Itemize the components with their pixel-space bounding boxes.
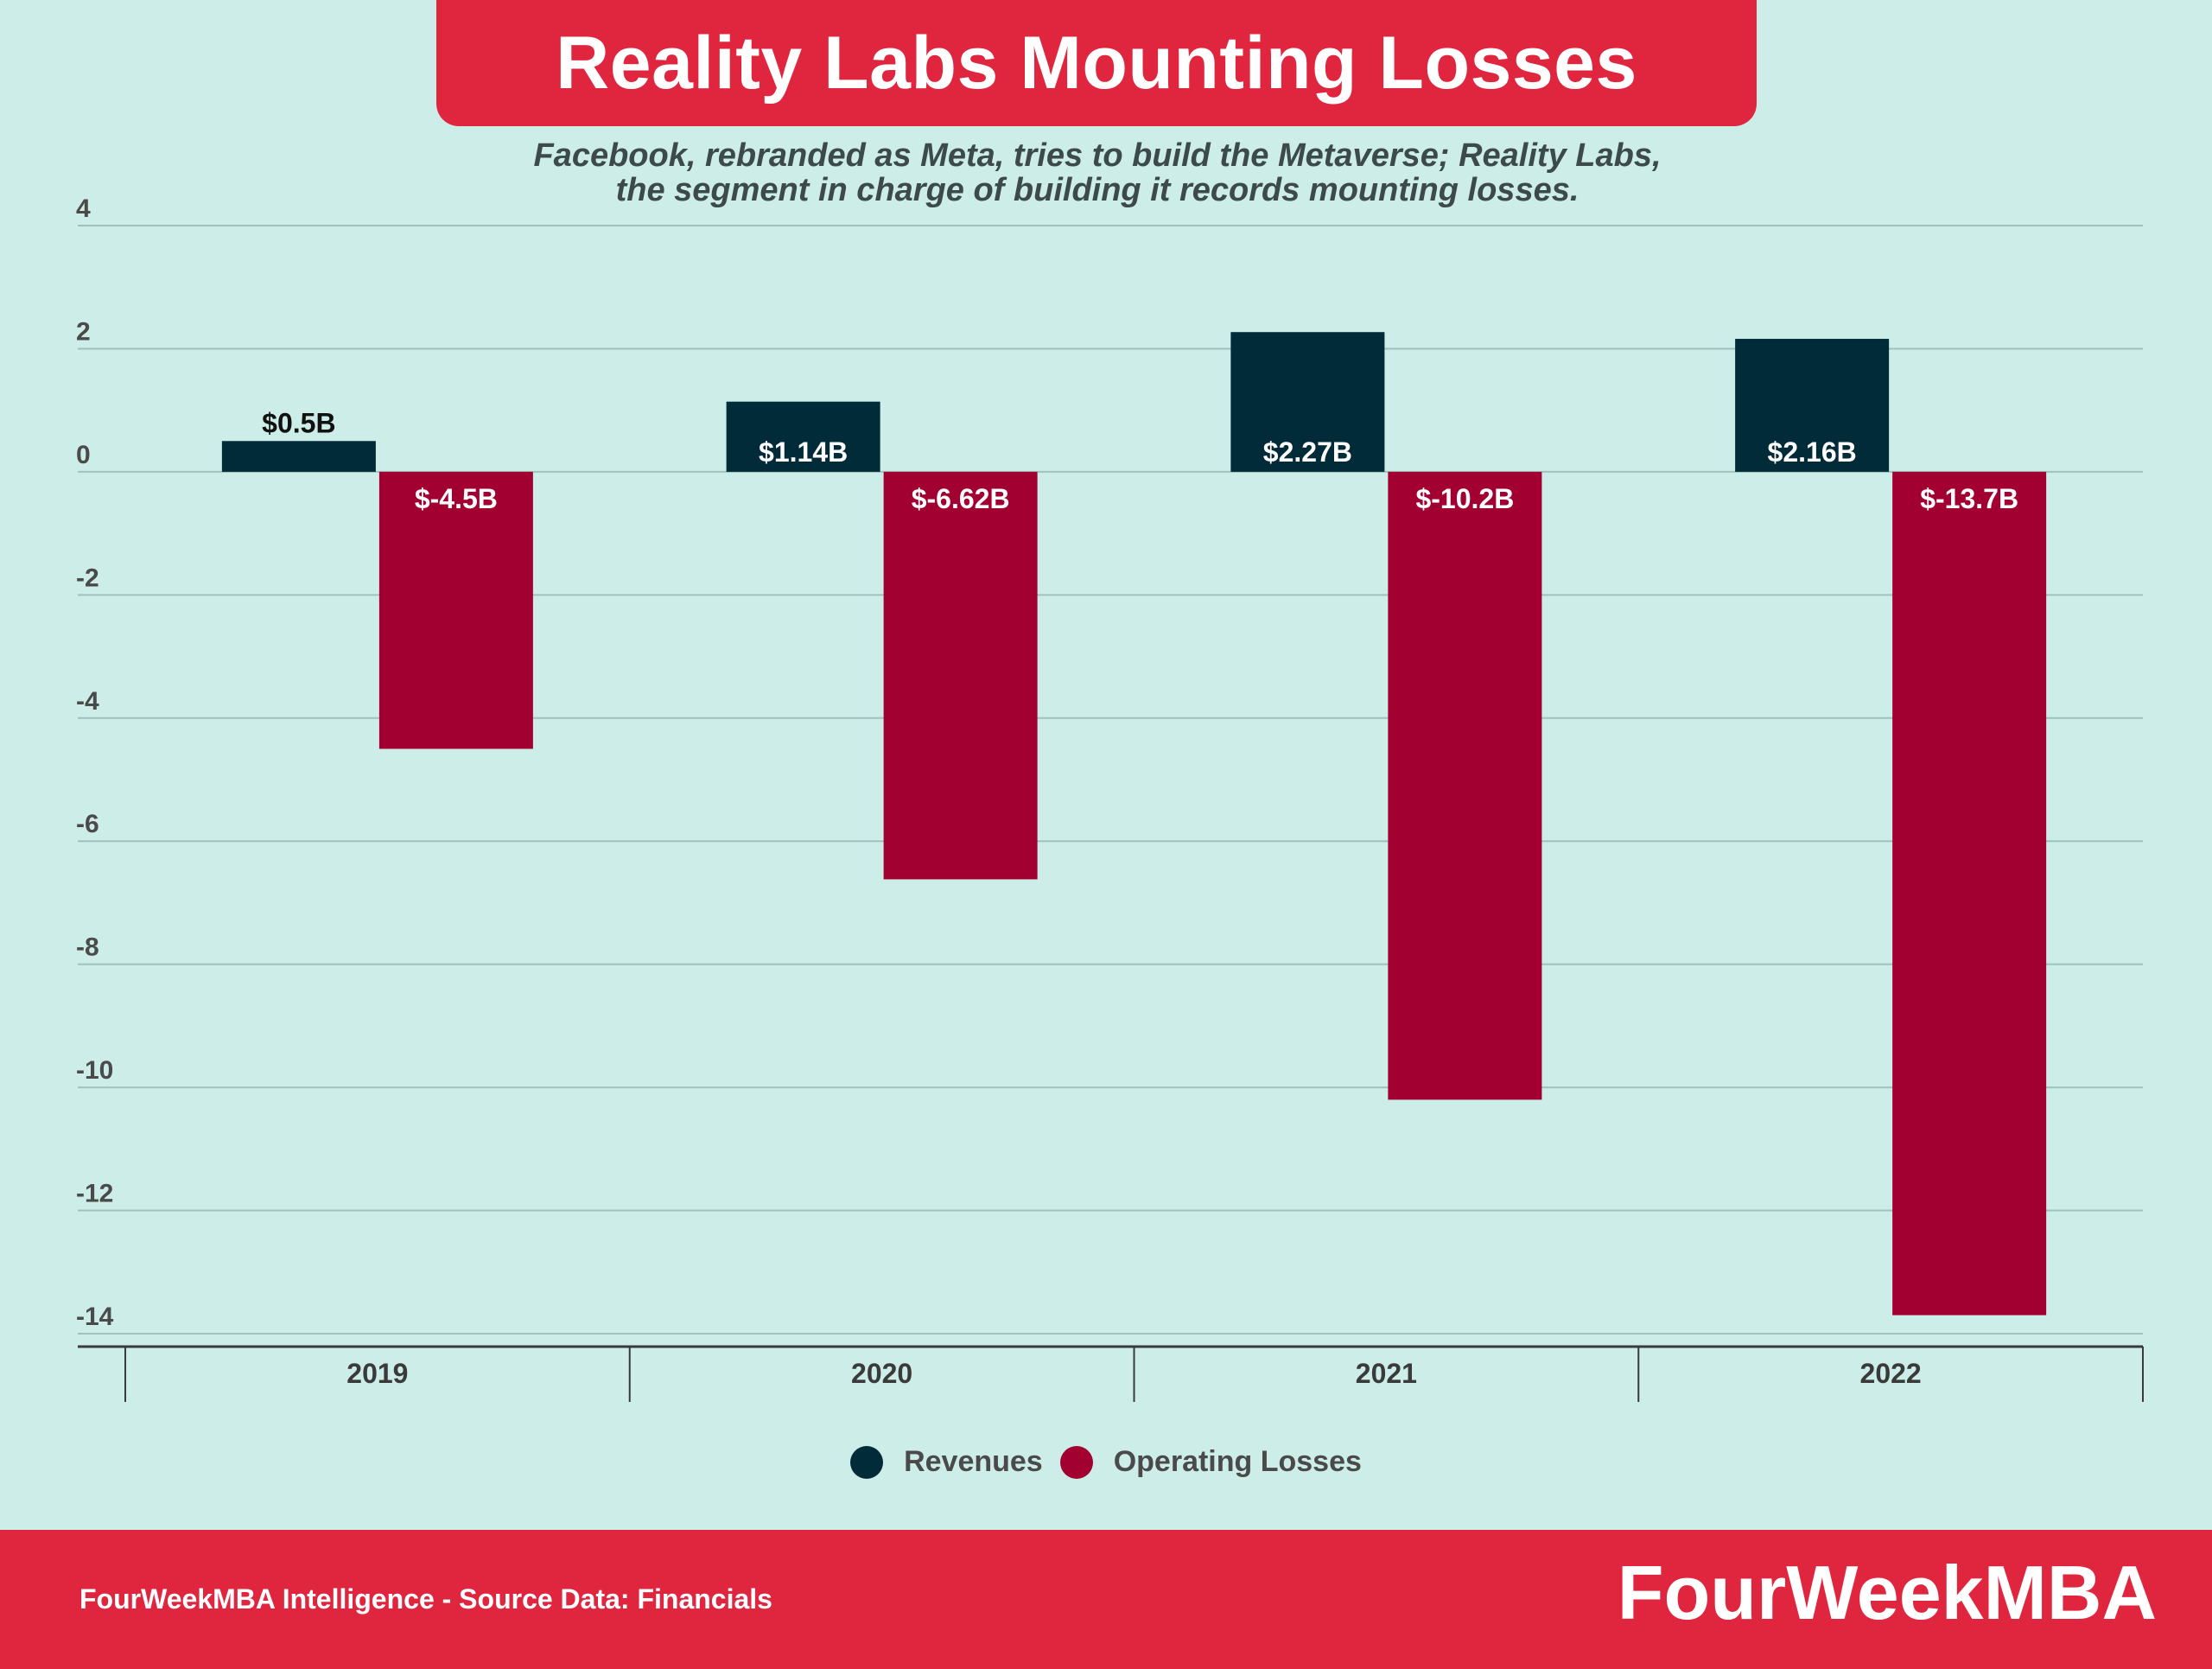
data-label-operating-losses: $-13.7B	[1920, 483, 2018, 514]
subtitle-line-2: the segment in charge of building it rec…	[615, 172, 1580, 208]
x-tick-label: 2022	[1860, 1358, 1922, 1389]
bars	[221, 332, 2047, 1315]
data-label-operating-losses: $-6.62B	[912, 483, 1010, 514]
y-tick-label: 0	[76, 441, 91, 469]
y-tick-label: -4	[76, 687, 99, 716]
y-tick-label: -6	[76, 810, 99, 838]
bar-revenues	[726, 401, 880, 472]
y-tick-label: -12	[76, 1180, 113, 1208]
y-tick-label: -14	[76, 1303, 114, 1331]
data-labels: $0.5B $-4.5B $1.14B $-6.62B $2.27B $-10.2B $2.…	[262, 407, 2018, 514]
data-label-revenues: $0.5B	[262, 407, 335, 438]
legend-label-operating-losses: Operating Losses	[1113, 1445, 1362, 1478]
bar-operating-losses	[1892, 471, 2047, 1315]
bar-operating-losses	[1388, 471, 1542, 1100]
y-axis-tick-labels: 4 2 0 -2 -4 -6 -8 -10 -12 -14	[76, 194, 114, 1331]
bar-revenues	[1230, 332, 1385, 472]
legend: Revenues Operating Losses	[0, 1445, 2212, 1479]
data-label-revenues: $2.16B	[1768, 436, 1857, 468]
y-tick-label: -8	[76, 933, 99, 962]
data-label-operating-losses: $-10.2B	[1415, 483, 1514, 514]
bar-operating-losses	[883, 471, 1038, 880]
legend-swatch-revenues	[850, 1445, 884, 1479]
chart-title: Reality Labs Mounting Losses	[556, 21, 1637, 105]
title-banner: Reality Labs Mounting Losses	[436, 0, 1757, 126]
footer-source-note: FourWeekMBA Intelligence - Source Data: …	[79, 1583, 772, 1615]
y-tick-label: -2	[76, 564, 99, 592]
x-tick-label: 2021	[1356, 1358, 1417, 1389]
x-tick-label: 2020	[851, 1358, 912, 1389]
bar-chart: 4 2 0 -2 -4 -6 -8 -10 -12 -14 $0.5B $-4.5B $1.14B $-…	[76, 194, 2144, 1402]
bar-revenues	[221, 441, 376, 472]
x-tick-label: 2019	[346, 1358, 408, 1389]
bar-operating-losses	[378, 471, 533, 749]
data-label-operating-losses: $-4.5B	[415, 483, 498, 514]
chart-subtitle: Facebook, rebranded as Meta, tries to bu…	[328, 138, 1866, 207]
data-label-revenues: $2.27B	[1263, 436, 1352, 468]
footer-brand-logo: FourWeekMBA	[1617, 1550, 2157, 1635]
legend-label-revenues: Revenues	[904, 1445, 1043, 1478]
y-tick-label: -10	[76, 1056, 113, 1085]
data-label-revenues: $1.14B	[759, 436, 848, 468]
y-tick-label: 4	[76, 194, 91, 223]
y-tick-label: 2	[76, 317, 91, 346]
x-axis: 2019 2020 2021 2022	[78, 1345, 2144, 1402]
legend-item-revenues: Revenues	[850, 1445, 1043, 1479]
footer-bar: FourWeekMBA Intelligence - Source Data: …	[0, 1530, 2212, 1669]
legend-swatch-operating-losses	[1059, 1445, 1093, 1479]
subtitle-line-1: Facebook, rebranded as Meta, tries to bu…	[533, 137, 1662, 174]
bar-revenues	[1735, 339, 1890, 472]
legend-item-operating-losses: Operating Losses	[1059, 1445, 1362, 1479]
